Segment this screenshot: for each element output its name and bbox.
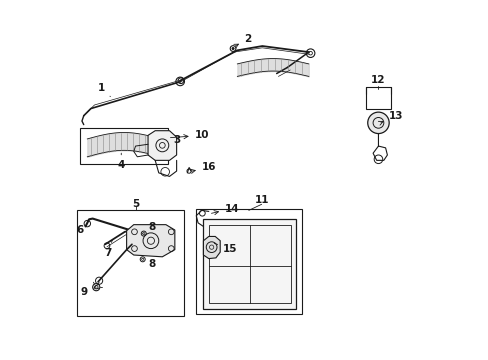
Text: 8: 8	[142, 258, 155, 269]
Polygon shape	[203, 237, 220, 258]
Text: 12: 12	[370, 75, 385, 85]
Bar	[196, 208, 301, 314]
Text: 2: 2	[233, 34, 251, 48]
Text: 1: 1	[98, 83, 110, 96]
Text: 14: 14	[211, 203, 239, 215]
Text: 3: 3	[173, 135, 180, 145]
Text: 6: 6	[76, 225, 89, 235]
Text: 16: 16	[190, 162, 216, 174]
Text: 13: 13	[378, 111, 403, 125]
Circle shape	[231, 48, 234, 50]
Text: 10: 10	[170, 130, 208, 140]
Bar	[365, 87, 390, 109]
Text: 9: 9	[81, 284, 99, 297]
Text: 11: 11	[254, 195, 268, 204]
Text: 5: 5	[132, 199, 139, 209]
Bar	[77, 210, 183, 316]
Polygon shape	[126, 225, 175, 257]
Text: 7: 7	[104, 240, 112, 258]
Polygon shape	[203, 219, 296, 309]
Text: 4: 4	[117, 153, 125, 170]
Text: 15: 15	[214, 243, 237, 253]
Text: 8: 8	[142, 222, 155, 234]
Circle shape	[367, 112, 388, 134]
Polygon shape	[148, 131, 176, 160]
Bar	[80, 128, 167, 164]
